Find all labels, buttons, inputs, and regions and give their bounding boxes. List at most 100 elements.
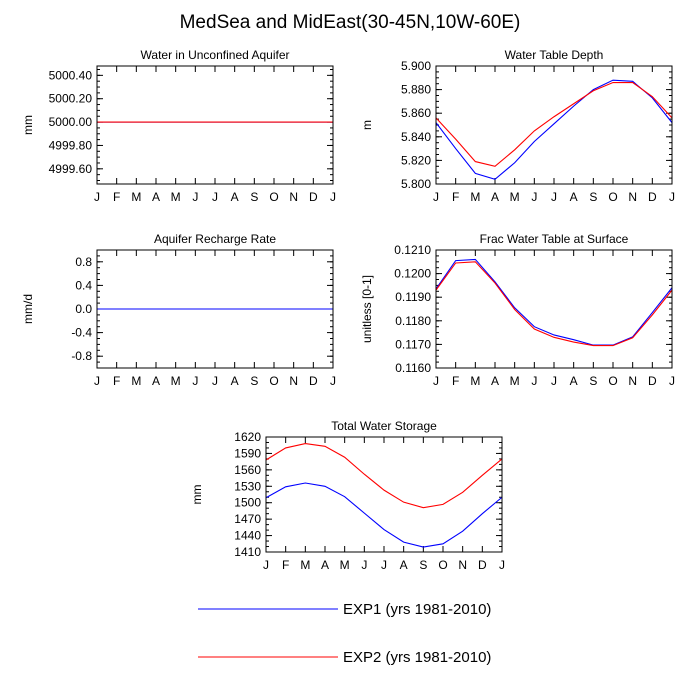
x-tick-label: N — [289, 374, 298, 388]
x-tick-label: N — [628, 374, 637, 388]
y-axis-label: mm/d — [21, 294, 35, 324]
series-line-1 — [435, 258, 673, 346]
plot-frame — [96, 249, 334, 369]
x-tick-label: J — [499, 558, 505, 572]
x-tick-label: S — [250, 190, 258, 204]
y-axis-label: unitless [0-1] — [360, 275, 374, 343]
y-tick-label: 0.1170 — [395, 337, 431, 351]
x-tick-label: J — [669, 190, 675, 204]
panel-title: Water in Unconfined Aquifer — [141, 48, 290, 62]
series-line-1 — [435, 79, 673, 180]
x-tick-label: M — [300, 558, 310, 572]
x-tick-label: A — [321, 558, 329, 572]
x-tick-label: M — [171, 190, 181, 204]
x-tick-label: M — [510, 190, 520, 204]
x-tick-label: O — [269, 190, 278, 204]
x-tick-label: D — [309, 190, 318, 204]
x-tick-label: J — [433, 190, 439, 204]
plot-frame — [435, 249, 673, 369]
y-tick-label: 0.1180 — [395, 314, 431, 328]
x-tick-label: J — [94, 374, 100, 388]
x-tick-label: J — [381, 558, 387, 572]
y-tick-label: -0.8 — [71, 349, 92, 363]
series-line-2 — [435, 261, 673, 347]
y-tick-label: 1410 — [234, 545, 261, 559]
x-tick-label: A — [152, 190, 160, 204]
y-tick-label: 5.820 — [401, 153, 431, 167]
x-tick-label: F — [452, 190, 459, 204]
plot-frame — [96, 65, 334, 185]
x-tick-label: A — [491, 374, 499, 388]
panel-title: Frac Water Table at Surface — [480, 232, 629, 246]
x-tick-label: J — [212, 190, 218, 204]
y-tick-label: -0.4 — [71, 326, 92, 340]
x-tick-label: J — [433, 374, 439, 388]
y-tick-label: 1500 — [234, 496, 261, 510]
x-tick-label: J — [531, 374, 537, 388]
x-tick-label: J — [551, 374, 557, 388]
figure-title: MedSea and MidEast(30-45N,10W-60E) — [179, 12, 521, 33]
y-tick-label: 4999.60 — [49, 162, 93, 176]
x-tick-label: D — [478, 558, 487, 572]
x-tick-label: M — [340, 558, 350, 572]
y-tick-label: 5.800 — [401, 177, 431, 191]
y-tick-label: 5000.00 — [49, 115, 93, 129]
x-tick-label: M — [171, 374, 181, 388]
x-tick-label: D — [648, 374, 657, 388]
panel-title: Aquifer Recharge Rate — [154, 232, 276, 246]
y-tick-label: 0.1200 — [394, 267, 431, 281]
y-axis-label: mm — [190, 485, 204, 505]
series-line-2 — [265, 443, 503, 509]
panel-3: Aquifer Recharge Rate mm/d -0.8 -0.4 0.0 0.4 0… — [21, 232, 336, 388]
legend-label-exp2: EXP2 (yrs 1981-2010) — [343, 649, 491, 666]
x-tick-label: J — [330, 190, 336, 204]
x-tick-label: J — [212, 374, 218, 388]
panel-5: Total Water Storage mm 1410 1440 1470 1500 153… — [190, 419, 505, 572]
y-axis-label: mm — [21, 115, 35, 135]
panel-1: Water in Unconfined Aquifer mm 4999.60 4999… — [21, 48, 336, 204]
y-tick-label: 0.1210 — [394, 243, 431, 257]
y-tick-label: 5.900 — [401, 59, 431, 73]
chart-panels: Water in Unconfined Aquifer mm 4999.60 4999… — [21, 48, 675, 572]
y-tick-label: 0.1160 — [395, 361, 431, 375]
y-tick-label: 0.8 — [75, 255, 92, 269]
plot-frame — [435, 65, 673, 185]
legend-label-exp1: EXP1 (yrs 1981-2010) — [343, 601, 491, 618]
x-tick-label: F — [282, 558, 289, 572]
x-tick-label: S — [250, 374, 258, 388]
y-tick-label: 5.860 — [401, 106, 431, 120]
x-tick-label: A — [152, 374, 160, 388]
x-tick-label: A — [570, 190, 578, 204]
x-tick-label: D — [648, 190, 657, 204]
x-tick-label: O — [269, 374, 278, 388]
x-tick-label: A — [231, 374, 239, 388]
x-tick-label: J — [551, 190, 557, 204]
panel-title: Water Table Depth — [505, 48, 604, 62]
x-tick-label: O — [608, 374, 617, 388]
x-tick-label: F — [113, 374, 120, 388]
x-tick-label: N — [289, 190, 298, 204]
y-tick-label: 5.840 — [401, 130, 431, 144]
x-tick-label: M — [131, 374, 141, 388]
x-tick-label: J — [192, 190, 198, 204]
y-tick-label: 5000.40 — [49, 68, 93, 82]
y-tick-label: 5.880 — [401, 83, 431, 97]
y-tick-label: 1470 — [234, 512, 261, 526]
y-tick-label: 0.0 — [75, 302, 92, 316]
x-tick-label: J — [669, 374, 675, 388]
plot-frame — [265, 436, 503, 553]
y-tick-label: 4999.80 — [49, 138, 93, 152]
x-tick-label: M — [131, 190, 141, 204]
x-tick-label: J — [361, 558, 367, 572]
x-tick-label: D — [309, 374, 318, 388]
x-tick-label: M — [510, 374, 520, 388]
x-tick-label: A — [231, 190, 239, 204]
series-line-1 — [265, 482, 503, 548]
x-tick-label: S — [589, 190, 597, 204]
x-tick-label: S — [419, 558, 427, 572]
legend: EXP1 (yrs 1981-2010) EXP2 (yrs 1981-2010… — [198, 601, 491, 666]
x-tick-label: N — [458, 558, 467, 572]
x-tick-label: O — [608, 190, 617, 204]
x-tick-label: S — [589, 374, 597, 388]
